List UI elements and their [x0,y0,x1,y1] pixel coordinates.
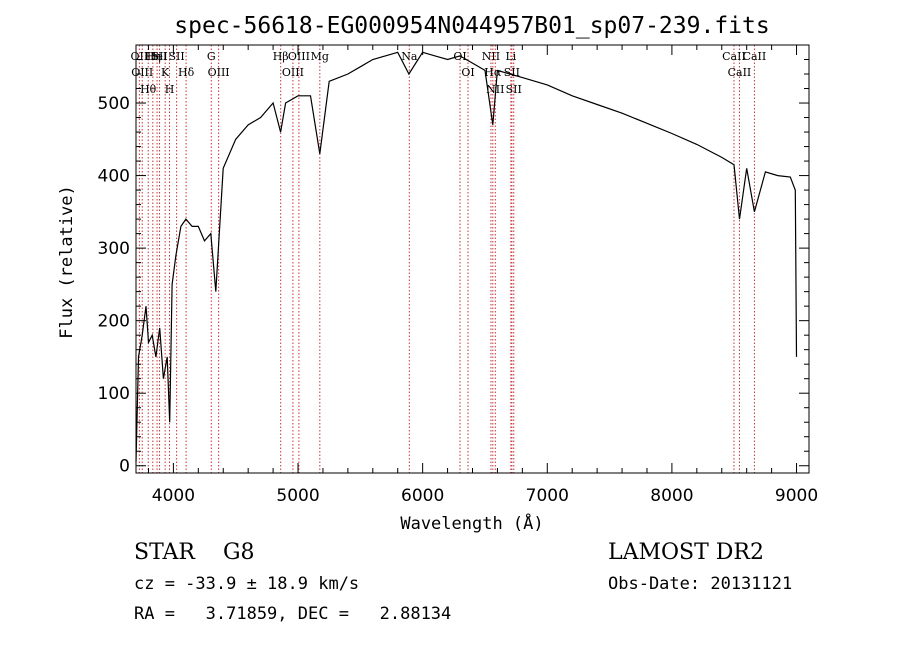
x-tick-label: 9000 [775,486,818,506]
line-marker-label: OIII [131,66,153,79]
x-tick-label: 6000 [401,486,444,506]
line-marker-label: CaII [722,50,746,63]
y-axis: 0 100 200 300 400 500 [98,59,809,477]
line-marker-label: Li [505,50,516,63]
spectral-class: STAR G8 [134,540,255,565]
line-marker-label: NII [482,50,500,63]
y-tick-label: 100 [98,384,130,404]
y-tick-label: 0 [119,457,130,477]
line-marker-label: OIII [288,50,310,63]
line-marker-label: OIII [208,66,230,79]
survey-name: LAMOST DR2 [608,540,764,565]
y-tick-label: 300 [98,239,130,259]
x-tick-label: 4000 [152,486,195,506]
y-axis-label: Flux (relative) [57,185,77,339]
redshift-cz: cz = -33.9 ± 18.9 km/s [134,574,360,594]
line-marker-label: CaII [728,66,752,79]
x-tick-label: 5000 [276,486,319,506]
line-marker-label: Mg [311,50,329,63]
line-marker-label: OIII [282,66,304,79]
line-marker-label: K [161,66,170,79]
y-tick-label: 500 [98,94,130,114]
line-marker-label: SII [169,50,185,63]
x-tick-label: 8000 [650,486,693,506]
line-marker-label: G [207,50,216,63]
x-axis-label: Wavelength (Å) [400,512,543,534]
line-marker-label: Hη [145,50,161,63]
line-marker-label: OII [131,50,149,63]
line-marker-label: SII [151,50,167,63]
line-marker-label: Hθ [140,83,157,96]
emission-line-markers [138,45,755,473]
y-tick-label: 200 [98,312,130,332]
line-marker-label: Hβ [273,50,289,63]
y-tick-label: 400 [98,167,130,187]
plot-frame [135,44,810,474]
line-marker-label: H [165,83,175,96]
x-tick-label: 7000 [526,486,569,506]
x-axis: 4000 5000 6000 7000 8000 9000 [147,45,818,506]
line-marker-label: CaII [743,50,767,63]
spectrum-line [135,51,798,463]
line-marker-label: Na [401,50,418,63]
coordinates: RA = 3.71859, DEC = 2.88134 [134,604,452,624]
line-marker-label: Hα [484,66,502,79]
line-marker-label: Hδ [178,66,195,79]
line-marker-label: SII [506,83,522,96]
chart-title: spec-56618-EG000954N044957B01_sp07-239.f… [174,13,769,39]
line-marker-label: HeI [147,50,167,63]
line-marker-label: OI [461,66,474,79]
observation-date: Obs-Date: 20131121 [608,574,793,594]
